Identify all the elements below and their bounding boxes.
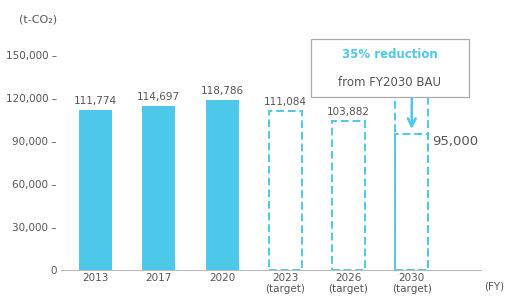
Text: 111,774: 111,774 xyxy=(74,96,117,106)
Bar xyxy=(79,110,112,270)
Bar xyxy=(268,111,301,270)
FancyBboxPatch shape xyxy=(310,39,468,97)
Bar xyxy=(331,121,364,270)
Bar xyxy=(394,134,428,270)
Text: 103,882: 103,882 xyxy=(326,107,370,117)
Text: from FY2030 BAU: from FY2030 BAU xyxy=(338,76,440,89)
Text: 111,084: 111,084 xyxy=(263,97,306,107)
Text: 114,697: 114,697 xyxy=(137,92,180,102)
Text: 35% reduction: 35% reduction xyxy=(342,49,437,62)
Text: 146,000: 146,000 xyxy=(388,47,434,57)
Bar xyxy=(205,100,238,270)
Bar xyxy=(394,61,428,270)
Text: (FY): (FY) xyxy=(484,281,503,292)
Text: 95,000: 95,000 xyxy=(431,135,477,148)
Text: 118,786: 118,786 xyxy=(200,86,243,96)
Bar xyxy=(142,106,175,270)
Text: (t-CO₂): (t-CO₂) xyxy=(19,14,57,24)
